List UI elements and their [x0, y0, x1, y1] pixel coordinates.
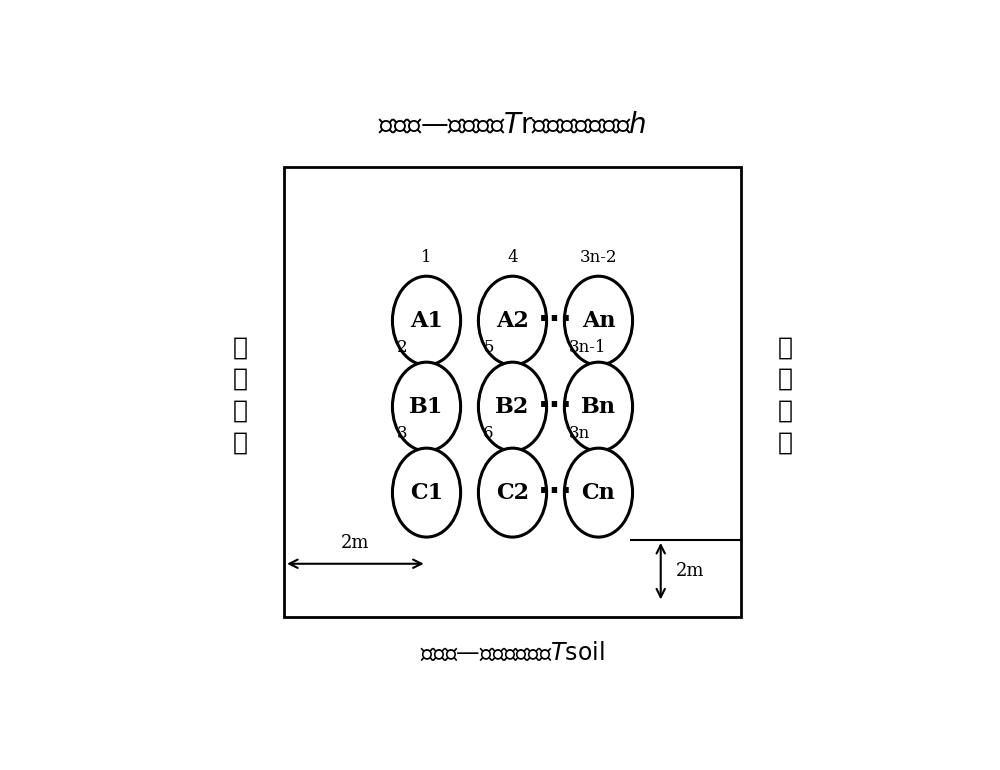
- Text: 2m: 2m: [341, 534, 370, 552]
- Text: Cn: Cn: [582, 481, 615, 504]
- Ellipse shape: [564, 276, 633, 365]
- Bar: [284, 166, 741, 617]
- Text: 绝
热
边
界: 绝 热 边 界: [232, 336, 247, 454]
- Text: 下边界—深层土壤温度$\it{T}$soil: 下边界—深层土壤温度$\it{T}$soil: [420, 641, 605, 665]
- Text: 3n-1: 3n-1: [569, 340, 607, 357]
- Ellipse shape: [392, 362, 461, 451]
- Text: 绝
热
边
界: 绝 热 边 界: [778, 336, 793, 454]
- Text: A1: A1: [410, 310, 443, 332]
- Text: 4: 4: [507, 249, 518, 266]
- Ellipse shape: [564, 362, 633, 451]
- Text: C2: C2: [496, 481, 529, 504]
- Text: ···: ···: [538, 478, 573, 507]
- Text: ···: ···: [538, 306, 573, 335]
- Text: B2: B2: [495, 396, 530, 417]
- Text: 3n-2: 3n-2: [580, 249, 617, 266]
- Text: 3: 3: [397, 425, 408, 442]
- Text: B1: B1: [409, 396, 444, 417]
- Ellipse shape: [478, 448, 547, 537]
- Ellipse shape: [478, 276, 547, 365]
- Text: A2: A2: [496, 310, 529, 332]
- Text: 6: 6: [483, 425, 494, 442]
- Text: 上边界—空气温度$\it{T}$r、对流换热系数$\it{h}$: 上边界—空气温度$\it{T}$r、对流换热系数$\it{h}$: [378, 111, 647, 139]
- Ellipse shape: [564, 448, 633, 537]
- Text: 5: 5: [483, 340, 494, 357]
- Text: 3n: 3n: [569, 425, 590, 442]
- Ellipse shape: [392, 448, 461, 537]
- Ellipse shape: [478, 362, 547, 451]
- Text: An: An: [582, 310, 615, 332]
- Text: C1: C1: [410, 481, 443, 504]
- Text: 1: 1: [421, 249, 432, 266]
- Text: ···: ···: [538, 392, 573, 421]
- Ellipse shape: [392, 276, 461, 365]
- Text: Bn: Bn: [581, 396, 616, 417]
- Text: 2: 2: [397, 340, 408, 357]
- Text: 2m: 2m: [676, 562, 704, 580]
